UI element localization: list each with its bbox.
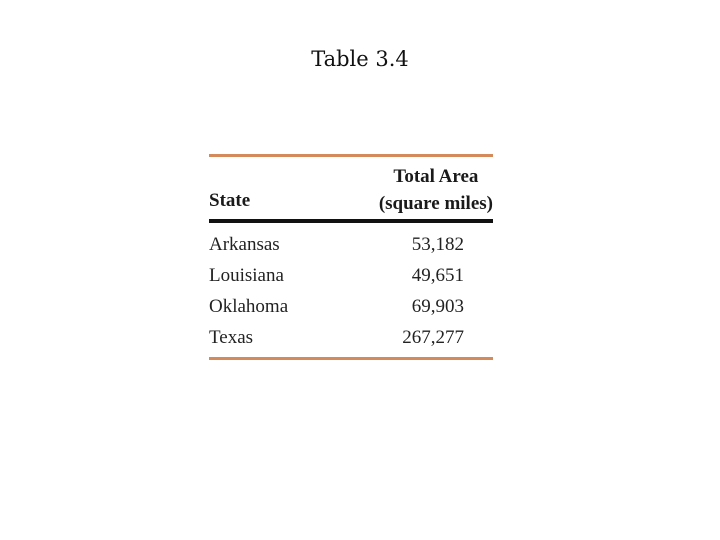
cell-area: 49,651 [411,265,464,286]
cell-state: Texas [209,327,254,348]
table-body: Arkansas 53,182 Louisiana 49,651 Oklahom… [209,223,493,357]
cell-area: 53,182 [411,234,464,255]
header-total-area-line1: Total Area [393,166,479,187]
header-state: State [209,190,251,211]
header-total-area: Total Area (square miles) [379,163,493,217]
table-top-rule [209,154,493,157]
table-row: Texas 267,277 [209,322,493,353]
table-row: Louisiana 49,651 [209,260,493,291]
cell-area: 69,903 [411,296,464,317]
table-bottom-rule [209,357,493,360]
table-row: Arkansas 53,182 [209,229,493,260]
slide-title: Table 3.4 [311,47,409,71]
cell-state: Oklahoma [209,296,289,317]
cell-state: Louisiana [209,265,284,286]
cell-state: Arkansas [209,234,280,255]
table-row: Oklahoma 69,903 [209,291,493,322]
data-table: State Total Area (square miles) Arkansas… [209,154,493,360]
table-header-row: State Total Area (square miles) [209,157,493,219]
cell-area: 267,277 [402,327,464,348]
table-header-rule [209,219,493,223]
header-total-area-line2: (square miles) [378,193,493,214]
